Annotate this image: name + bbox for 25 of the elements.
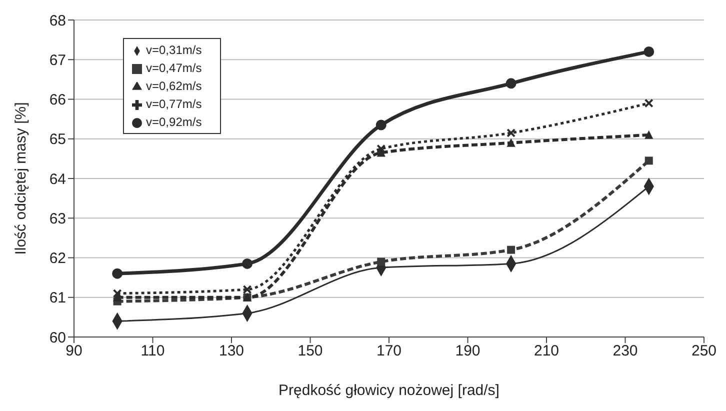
legend-label: v=0,47m/s xyxy=(146,61,202,75)
x-tick-label: 250 xyxy=(691,342,717,360)
x-tick-label: 190 xyxy=(455,342,480,360)
legend-label: v=0,31m/s xyxy=(146,43,202,57)
x-tick-label: 170 xyxy=(376,342,402,360)
y-tick-label: 63 xyxy=(49,210,66,228)
legend-label: v=0,92m/s xyxy=(146,115,202,129)
y-tick-label: 68 xyxy=(49,12,66,30)
y-tick-label: 64 xyxy=(49,170,66,188)
y-tick-label: 67 xyxy=(49,52,66,69)
x-tick-label: 130 xyxy=(218,342,244,360)
x-tick-label: 150 xyxy=(298,342,323,360)
legend-label: v=0,77m/s xyxy=(146,97,202,111)
x-axis-title: Prędkość głowicy nożowej [rad/s] xyxy=(278,382,500,399)
y-tick-label: 66 xyxy=(49,92,66,109)
y-tick-label: 60 xyxy=(49,329,66,346)
y-tick-label: 65 xyxy=(49,131,66,148)
legend-label: v=0,62m/s xyxy=(146,79,202,93)
x-tick-label: 90 xyxy=(66,342,82,360)
x-tick-label: 210 xyxy=(534,342,560,360)
y-tick-label: 62 xyxy=(49,250,66,268)
x-tick-label: 230 xyxy=(612,342,638,360)
y-tick-label: 61 xyxy=(49,290,66,307)
y-axis-title: Ilość odciętej masy [%] xyxy=(12,102,30,255)
x-tick-label: 110 xyxy=(140,342,165,360)
